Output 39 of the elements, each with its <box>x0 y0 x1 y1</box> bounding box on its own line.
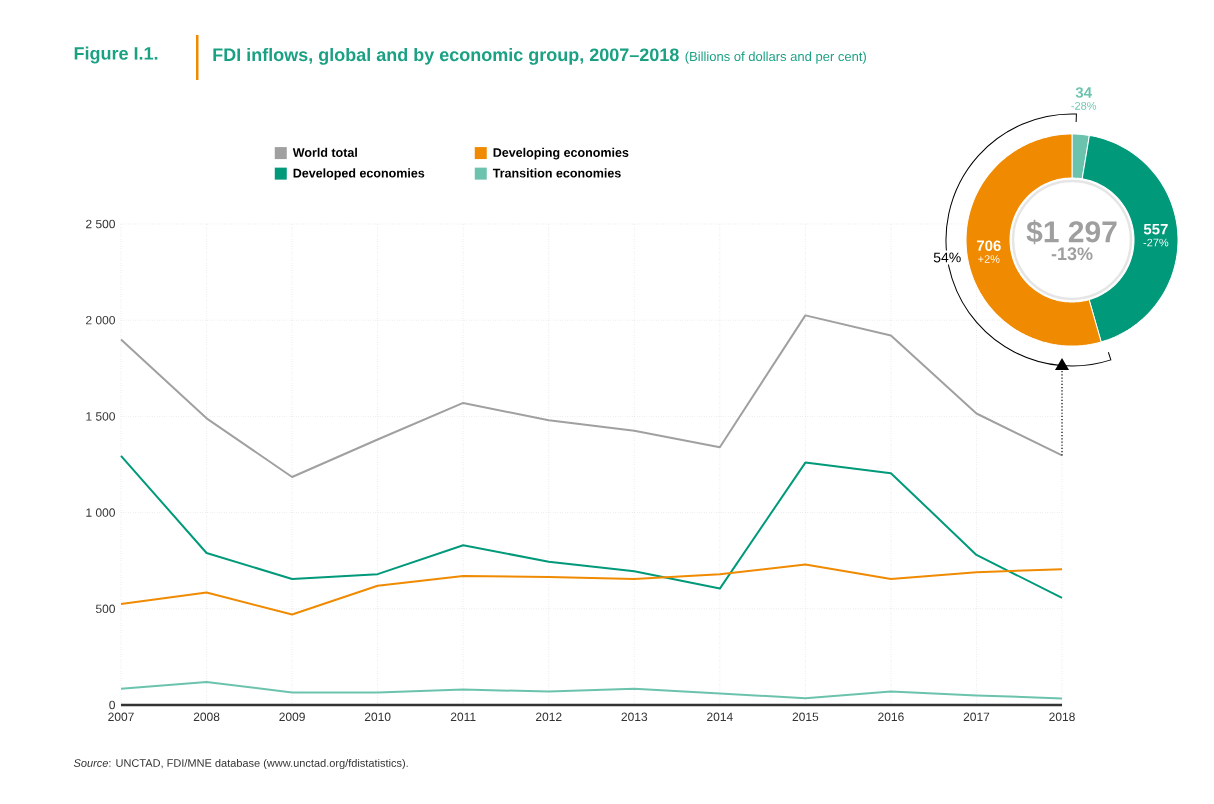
x-tick-label: 2016 <box>878 712 904 722</box>
x-tick-label: 2014 <box>707 712 733 722</box>
text: Source: UNCTAD, FDI/MNE database (www.unctad.org/fdistatistics). <box>73 758 408 770</box>
x-tick-label: 2008 <box>193 712 220 722</box>
data-label: 557 <box>1143 224 1168 235</box>
text: Figure I.1. <box>74 46 158 64</box>
annotation: +2% <box>978 255 1000 263</box>
x-tick-label: 2017 <box>963 712 990 722</box>
annotation: 54% <box>933 252 961 263</box>
line-series <box>120 563 1064 616</box>
legend-label: Transition economies <box>492 168 621 178</box>
y-tick-label: 500 <box>95 604 116 614</box>
y-tick-label: 0 <box>109 700 116 710</box>
x-tick-label: 2011 <box>450 712 476 722</box>
legend-label: World total <box>292 147 357 157</box>
y-tick-label: 2 500 <box>86 219 115 229</box>
legend-label: Developed economies <box>293 168 425 180</box>
chart-title: FDI inflows, global and by economic group, 2007–2018 <box>213 47 679 65</box>
line-series <box>120 454 1064 599</box>
x-tick-label: 2009 <box>279 712 305 722</box>
x-tick-label: 2010 <box>364 712 391 722</box>
legend-label: Developing economies <box>493 147 629 160</box>
text: -28% <box>1071 101 1097 110</box>
y-tick-label: 1 000 <box>86 508 115 517</box>
data-label: 34 <box>1075 87 1092 98</box>
text: -27% <box>1143 238 1169 247</box>
line-series <box>120 680 1064 700</box>
annotation: -13% <box>1051 247 1093 261</box>
x-tick-label: 2013 <box>621 712 648 722</box>
x-tick-label: 2015 <box>792 712 819 722</box>
y-tick-label: 1 500 <box>86 412 115 421</box>
x-tick-label: 2018 <box>1049 712 1075 722</box>
line-series <box>120 314 1064 479</box>
x-tick-label: 2007 <box>108 712 134 722</box>
x-tick-label: 2012 <box>535 712 562 722</box>
data-label: 706 <box>976 240 1001 251</box>
chart-subtitle: (Billions of dollars and per cent) <box>685 51 866 64</box>
y-tick-label: 2 000 <box>86 315 115 325</box>
annotation: $1 297 <box>1026 219 1117 245</box>
